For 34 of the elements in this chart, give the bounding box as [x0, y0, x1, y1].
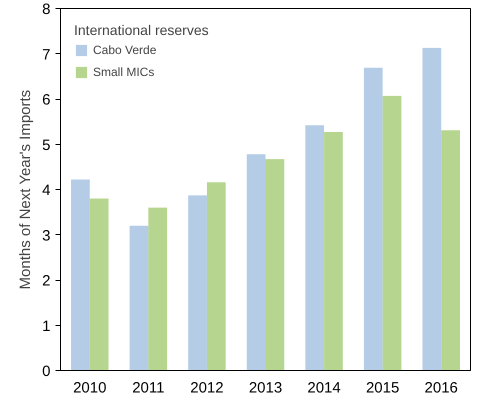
legend-label: Small MICs	[93, 65, 154, 79]
bar	[382, 96, 402, 370]
x-tick-label: 2010	[73, 380, 106, 396]
bar	[324, 132, 343, 370]
bar	[246, 154, 266, 370]
legend-title: International reserves	[74, 22, 209, 38]
bar	[130, 226, 148, 370]
x-tick-label: 2013	[248, 380, 282, 396]
bar	[364, 68, 383, 370]
x-tick-label: 2012	[190, 380, 224, 396]
y-tick-label: 8	[42, 1, 50, 18]
bar	[206, 182, 226, 370]
bar	[305, 125, 324, 370]
y-tick-label: 0	[42, 363, 50, 380]
bar	[148, 208, 168, 370]
y-tick-label: 4	[42, 182, 50, 199]
y-axis-title: Months of Next Year's Imports	[17, 90, 34, 290]
x-tick-label: 2011	[132, 380, 164, 396]
x-tick-label: 2014	[307, 380, 341, 396]
legend-label: Cabo Verde	[93, 43, 156, 57]
bar	[422, 48, 442, 370]
y-tick-label: 2	[42, 272, 50, 290]
y-tick-label: 3	[42, 227, 50, 244]
x-tick-label: 2016	[424, 380, 458, 396]
y-tick-label: 7	[42, 46, 50, 64]
y-tick-label: 1	[42, 318, 50, 335]
y-tick-label: 5	[42, 136, 50, 154]
bar	[90, 198, 109, 370]
bar	[71, 180, 90, 370]
y-tick-label: 6	[42, 92, 50, 108]
x-tick-label: 2015	[366, 380, 400, 396]
bar	[441, 130, 460, 370]
bar	[266, 159, 284, 370]
bar	[188, 195, 207, 370]
